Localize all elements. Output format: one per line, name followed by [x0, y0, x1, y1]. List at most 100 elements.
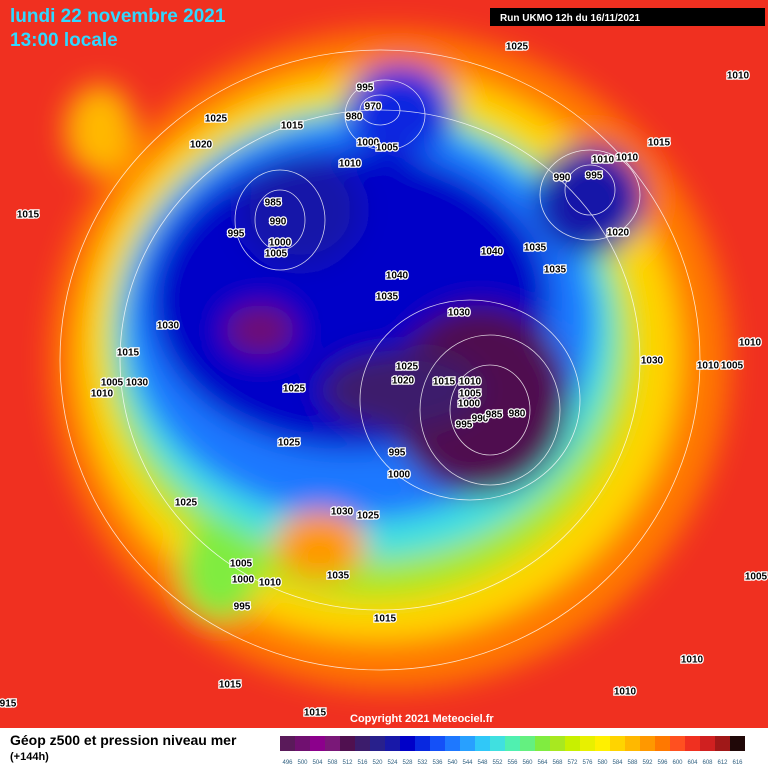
scale-label: 580	[597, 760, 608, 766]
scale-label: 604	[687, 760, 698, 766]
scale-swatch	[730, 736, 745, 751]
scale-label: 496	[282, 760, 293, 766]
run-info: Run UKMO 12h du 16/11/2021	[500, 13, 640, 24]
pressure-label: 1005	[230, 559, 253, 570]
pressure-label: 995	[456, 420, 473, 431]
pressure-label: 1015	[17, 210, 40, 221]
scale-swatch	[475, 736, 490, 751]
scale-label: 556	[507, 760, 518, 766]
scale-label: 516	[357, 760, 368, 766]
scale-label: 504	[312, 760, 323, 766]
scale-swatch	[370, 736, 385, 751]
scale-label: 528	[402, 760, 413, 766]
pressure-label: 1025	[357, 511, 380, 522]
scale-label: 608	[702, 760, 713, 766]
pressure-label: 995	[228, 229, 245, 240]
pressure-label: 985	[265, 198, 282, 209]
subtitle: 13:00 locale	[10, 30, 118, 51]
pressure-label: 1015	[117, 348, 140, 359]
scale-swatch	[535, 736, 550, 751]
pressure-label: 985	[486, 410, 503, 421]
scale-label: 540	[447, 760, 458, 766]
pressure-label: 990	[472, 414, 489, 425]
pressure-label: 1005	[721, 361, 744, 372]
scale-swatch	[685, 736, 700, 751]
pressure-label: 1010	[459, 377, 482, 388]
scale-swatch	[670, 736, 685, 751]
scale-swatch	[550, 736, 565, 751]
scale-swatch	[340, 736, 355, 751]
scale-swatch	[280, 736, 295, 751]
pressure-label: 1010	[259, 578, 282, 589]
scale-label: 576	[582, 760, 593, 766]
pressure-label: 1000	[388, 470, 411, 481]
pressure-label: 1035	[544, 265, 567, 276]
pressure-label: 1030	[126, 378, 149, 389]
scale-label: 564	[537, 760, 548, 766]
pressure-label: 1000	[458, 399, 481, 410]
title: lundi 22 novembre 2021	[10, 6, 226, 27]
scale-swatch	[505, 736, 520, 751]
pressure-label: 1020	[392, 376, 415, 387]
pressure-label: 1010	[697, 361, 720, 372]
pressure-label: 970	[365, 102, 382, 113]
pressure-label: 1005	[459, 389, 482, 400]
pressure-label: 1035	[376, 292, 399, 303]
run-box	[490, 8, 765, 26]
color-scale: 496 500 504 508 512 516 520 524 528 532 536 540 544 5…	[280, 736, 745, 766]
scale-label: 524	[387, 760, 398, 766]
pressure-label: 1025	[278, 438, 301, 449]
scale-label: 592	[642, 760, 653, 766]
pressure-label: 1015	[374, 614, 397, 625]
scale-swatch	[490, 736, 505, 751]
scale-swatch	[700, 736, 715, 751]
scale-swatch	[640, 736, 655, 751]
scale-label: 584	[612, 760, 623, 766]
scale-label: 548	[477, 760, 488, 766]
scale-label: 616	[732, 760, 743, 766]
pressure-label: 1025	[396, 362, 419, 373]
pressure-label: 1010	[614, 687, 637, 698]
pressure-label: 995	[234, 602, 251, 613]
pressure-label: 1030	[641, 356, 664, 367]
scale-label: 600	[672, 760, 683, 766]
scale-label: 520	[372, 760, 383, 766]
pressure-label: 1025	[283, 384, 306, 395]
scale-label: 612	[717, 760, 728, 766]
pressure-label: 995	[357, 83, 374, 94]
scale-label: 500	[297, 760, 308, 766]
scale-swatch	[385, 736, 400, 751]
scale-label: 532	[417, 760, 428, 766]
pressure-label: 1030	[157, 321, 180, 332]
pressure-label: 980	[509, 409, 526, 420]
pressure-label: 1000	[357, 138, 380, 149]
pressure-label: 1020	[607, 228, 630, 239]
scale-label: 596	[657, 760, 668, 766]
scale-swatch	[715, 736, 730, 751]
scale-swatch	[355, 736, 370, 751]
pressure-label: 1010	[616, 153, 639, 164]
pressure-label: 1015	[304, 708, 327, 719]
scale-swatch	[580, 736, 595, 751]
pressure-label: 1015	[219, 680, 242, 691]
pressure-label: 1015	[433, 377, 456, 388]
scale-label: 568	[552, 760, 563, 766]
scale-label: 552	[492, 760, 503, 766]
pressure-label: 990	[554, 173, 571, 184]
pressure-label: 915	[0, 699, 17, 710]
pressure-label: 1015	[648, 138, 671, 149]
scale-swatch	[325, 736, 340, 751]
scale-swatch	[655, 736, 670, 751]
pressure-label: 1005	[101, 378, 124, 389]
pressure-label: 1035	[327, 571, 350, 582]
pressure-label: 990	[270, 217, 287, 228]
pressure-label: 1040	[481, 247, 504, 258]
scale-swatch	[400, 736, 415, 751]
pressure-label: 1000	[232, 575, 255, 586]
map-background	[0, 0, 768, 728]
pressure-label: 980	[346, 112, 363, 123]
scale-swatch	[610, 736, 625, 751]
scale-label: 572	[567, 760, 578, 766]
